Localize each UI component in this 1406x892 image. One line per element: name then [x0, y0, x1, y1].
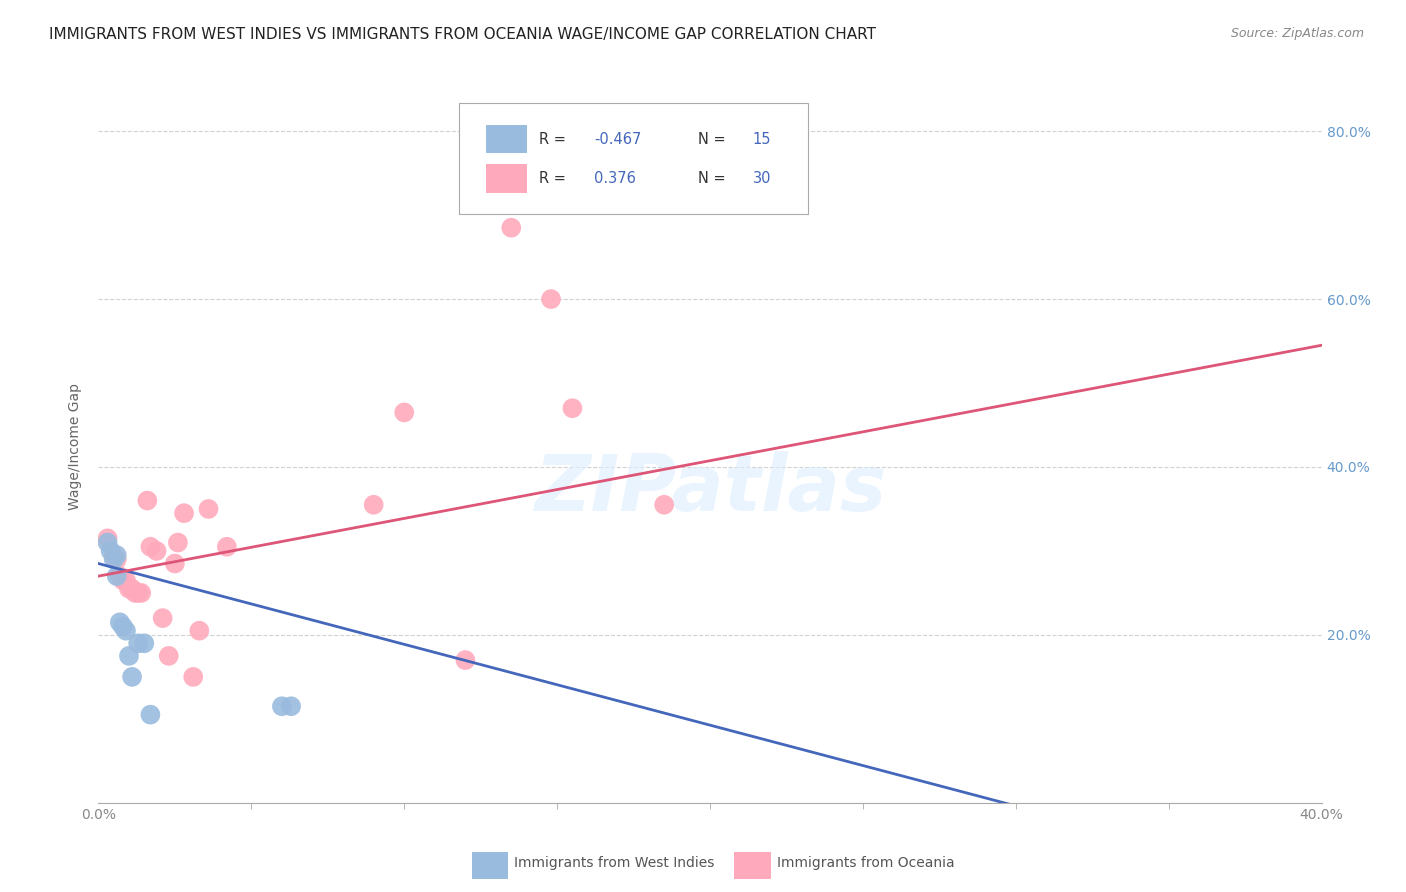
Point: [501, 220, 523, 235]
Point: [108, 569, 131, 583]
Point: [108, 615, 131, 630]
Point: [167, 535, 190, 549]
Point: [127, 586, 149, 600]
Point: [105, 548, 128, 562]
FancyBboxPatch shape: [486, 164, 526, 193]
Text: IMMIGRANTS FROM WEST INDIES VS IMMIGRANTS FROM OCEANIA WAGE/INCOME GAP CORRELATI: IMMIGRANTS FROM WEST INDIES VS IMMIGRANT…: [49, 27, 876, 42]
Point: [454, 653, 477, 667]
Y-axis label: Wage/Income Gap: Wage/Income Gap: [69, 383, 83, 509]
Text: 30: 30: [752, 171, 772, 186]
Point: [115, 624, 138, 638]
Point: [188, 624, 211, 638]
Point: [103, 552, 125, 566]
Text: N =: N =: [697, 171, 730, 186]
Point: [139, 540, 162, 554]
Point: [97, 532, 120, 546]
Point: [157, 648, 180, 663]
Point: [215, 540, 238, 554]
Point: [152, 611, 174, 625]
Point: [173, 506, 195, 520]
Point: [97, 535, 120, 549]
Text: ZIPatlas: ZIPatlas: [534, 450, 886, 527]
Point: [540, 292, 562, 306]
Point: [118, 648, 141, 663]
Point: [280, 699, 302, 714]
Text: 15: 15: [752, 132, 772, 146]
Point: [181, 670, 204, 684]
Point: [145, 544, 167, 558]
Point: [129, 586, 152, 600]
Point: [121, 582, 143, 596]
Point: [197, 502, 219, 516]
Point: [139, 707, 162, 722]
FancyBboxPatch shape: [460, 103, 808, 214]
FancyBboxPatch shape: [734, 852, 772, 880]
Point: [118, 582, 141, 596]
Point: [163, 557, 186, 571]
Point: [111, 574, 134, 588]
Point: [121, 670, 143, 684]
Point: [115, 574, 138, 588]
Point: [103, 548, 125, 562]
Text: Source: ZipAtlas.com: Source: ZipAtlas.com: [1230, 27, 1364, 40]
Text: N =: N =: [697, 132, 730, 146]
Point: [105, 569, 128, 583]
Point: [105, 552, 128, 566]
Point: [134, 636, 156, 650]
FancyBboxPatch shape: [486, 125, 526, 153]
Text: -0.467: -0.467: [593, 132, 641, 146]
Point: [127, 636, 149, 650]
Point: [100, 544, 122, 558]
Point: [392, 405, 416, 419]
Text: R =: R =: [538, 132, 571, 146]
Point: [652, 498, 675, 512]
Point: [561, 401, 583, 416]
Text: Immigrants from Oceania: Immigrants from Oceania: [778, 856, 955, 871]
Point: [363, 498, 385, 512]
Text: Immigrants from West Indies: Immigrants from West Indies: [515, 856, 714, 871]
FancyBboxPatch shape: [471, 852, 508, 880]
Point: [111, 619, 134, 633]
Point: [136, 493, 159, 508]
Point: [124, 586, 146, 600]
Text: R =: R =: [538, 171, 571, 186]
Point: [270, 699, 292, 714]
Text: 0.376: 0.376: [593, 171, 636, 186]
